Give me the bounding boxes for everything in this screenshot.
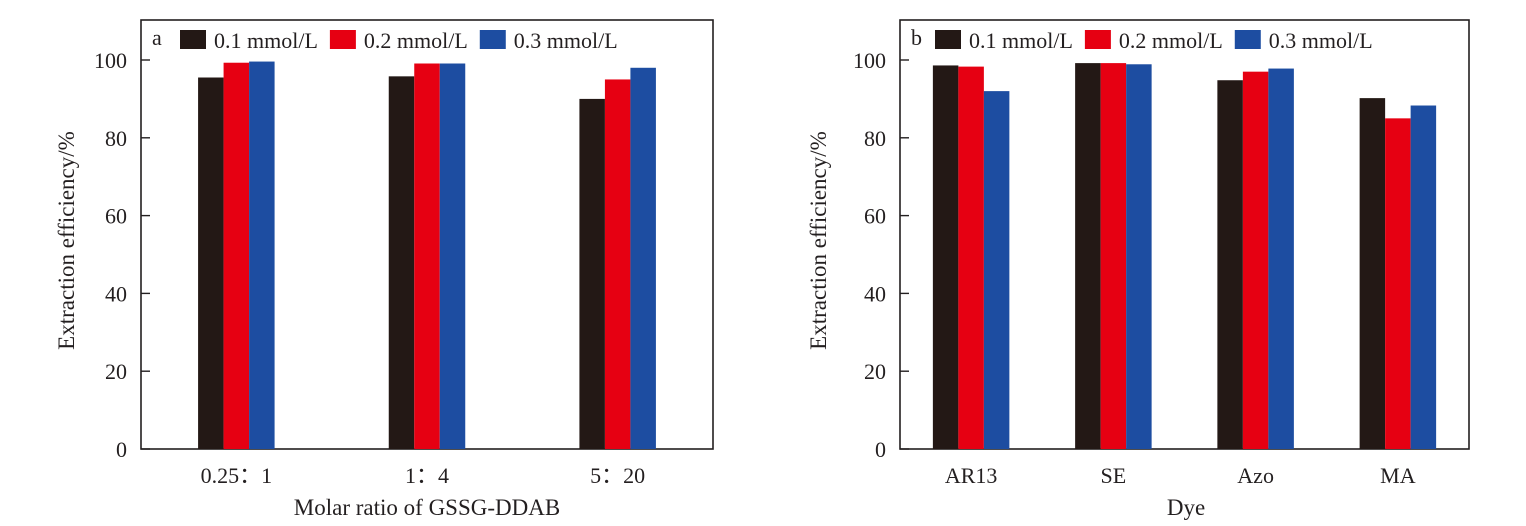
bar-1-1-1 <box>1100 63 1127 449</box>
y-tick-label: 60 <box>105 204 127 229</box>
bar-1-2-2 <box>1268 68 1294 450</box>
legend-swatch-2 <box>479 30 506 49</box>
y-tick-label: 20 <box>105 359 127 384</box>
y-axis-title: Extraction efficiency/% <box>806 131 831 350</box>
bar-1-3-2 <box>1410 105 1437 449</box>
chart-panel-b: 0 20 40 60 80 100 AR13 SE Azo MA Dye Extraction eff… <box>806 19 1470 520</box>
legend-label: 0.1 mmol/L <box>969 28 1073 53</box>
x-tick-label: 0.25：1 <box>201 463 273 488</box>
x-tick-label: Azo <box>1237 463 1274 488</box>
x-tick-label: 5：20 <box>590 463 645 488</box>
panel-label: a <box>152 25 162 50</box>
legend-swatch-0 <box>180 30 206 49</box>
legend-label: 0.3 mmol/L <box>514 28 618 53</box>
y-tick-label: 0 <box>875 437 886 462</box>
bar-0-2-2 <box>630 67 656 449</box>
y-tick-label: 0 <box>116 437 127 462</box>
legend-swatch-2 <box>1234 30 1261 49</box>
y-tick-label: 100 <box>853 48 886 73</box>
plot-frame <box>899 19 1470 450</box>
legend-label: 0.2 mmol/L <box>1119 28 1223 53</box>
y-tick-label: 80 <box>864 126 886 151</box>
bar-1-3-0 <box>1359 98 1386 449</box>
bar-0-0-2 <box>249 61 275 449</box>
y-tick-label: 100 <box>94 48 127 73</box>
bar-1-0-2 <box>983 91 1010 450</box>
x-axis-title: Dye <box>1167 495 1205 520</box>
y-tick-label: 20 <box>864 359 886 384</box>
x-tick-label: AR13 <box>945 463 998 488</box>
bar-0-1-1 <box>414 63 440 449</box>
bar-1-1-2 <box>1126 64 1152 450</box>
y-tick-label: 60 <box>864 204 886 229</box>
legend-label: 0.1 mmol/L <box>214 28 318 53</box>
x-tick-label: 1：4 <box>405 463 449 488</box>
chart-panel-a: 0 20 40 60 80 100 0.25：1 1：4 5：20 Molar ratio of … <box>54 19 714 520</box>
bar-1-1-0 <box>1075 63 1101 449</box>
y-tick-label: 40 <box>105 281 127 306</box>
y-tick-label: 80 <box>105 126 127 151</box>
legend-swatch-1 <box>329 30 356 49</box>
bar-0-2-1 <box>604 79 631 449</box>
legend-swatch-1 <box>1084 30 1111 49</box>
bar-1-0-1 <box>958 66 984 449</box>
bar-0-1-2 <box>439 63 466 449</box>
bar-0-0-1 <box>223 62 250 450</box>
legend-label: 0.2 mmol/L <box>364 28 468 53</box>
bar-0-1-0 <box>388 76 415 449</box>
bar-1-0-0 <box>932 65 959 450</box>
legend-swatch-0 <box>935 30 961 49</box>
x-tick-label: MA <box>1380 463 1416 488</box>
bar-1-3-1 <box>1385 118 1411 449</box>
bar-0-0-0 <box>198 77 224 449</box>
bar-1-2-0 <box>1217 80 1243 449</box>
x-axis-title: Molar ratio of GSSG-DDAB <box>294 495 560 520</box>
panel-label: b <box>911 25 922 50</box>
y-tick-label: 40 <box>864 281 886 306</box>
y-axis-title: Extraction efficiency/% <box>54 131 79 350</box>
legend-label: 0.3 mmol/L <box>1269 28 1373 53</box>
x-tick-label: SE <box>1101 463 1127 488</box>
bar-0-2-0 <box>579 98 605 450</box>
bar-1-2-1 <box>1242 71 1269 450</box>
